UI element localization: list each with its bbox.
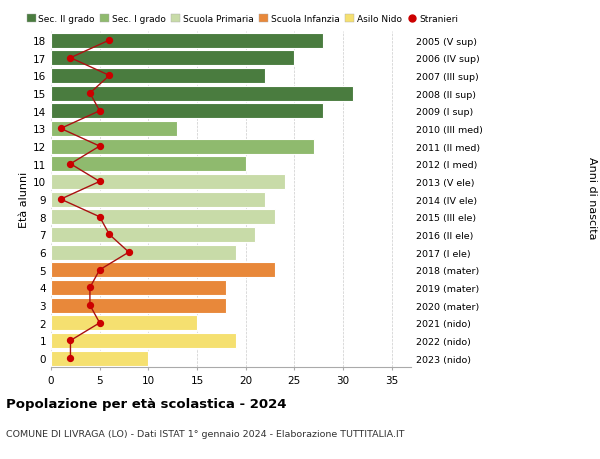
- Bar: [51, 157, 245, 172]
- Bar: [51, 139, 314, 154]
- Bar: [51, 245, 236, 260]
- Text: Popolazione per età scolastica - 2024: Popolazione per età scolastica - 2024: [6, 397, 287, 410]
- Bar: [51, 34, 323, 49]
- Point: [65, 355, 75, 362]
- Point: [95, 179, 104, 186]
- Point: [85, 284, 95, 291]
- Point: [104, 231, 114, 239]
- Point: [95, 319, 104, 327]
- Bar: [51, 263, 275, 278]
- Text: COMUNE DI LIVRAGA (LO) - Dati ISTAT 1° gennaio 2024 - Elaborazione TUTTITALIA.IT: COMUNE DI LIVRAGA (LO) - Dati ISTAT 1° g…: [6, 429, 404, 438]
- Point: [65, 337, 75, 344]
- Bar: [51, 69, 265, 84]
- Point: [104, 37, 114, 45]
- Bar: [51, 351, 148, 366]
- Bar: [51, 86, 353, 101]
- Bar: [51, 298, 226, 313]
- Point: [56, 196, 65, 203]
- Bar: [51, 228, 256, 242]
- Bar: [51, 192, 265, 207]
- Bar: [51, 210, 275, 225]
- Point: [104, 73, 114, 80]
- Point: [85, 302, 95, 309]
- Point: [124, 249, 134, 256]
- Bar: [51, 333, 236, 348]
- Point: [95, 108, 104, 115]
- Y-axis label: Età alunni: Età alunni: [19, 172, 29, 228]
- Point: [65, 161, 75, 168]
- Bar: [51, 174, 284, 190]
- Point: [85, 90, 95, 97]
- Point: [95, 213, 104, 221]
- Point: [56, 125, 65, 133]
- Point: [95, 143, 104, 151]
- Point: [95, 267, 104, 274]
- Text: Anni di nascita: Anni di nascita: [587, 156, 597, 239]
- Bar: [51, 104, 323, 119]
- Bar: [51, 122, 178, 137]
- Bar: [51, 280, 226, 295]
- Legend: Sec. II grado, Sec. I grado, Scuola Primaria, Scuola Infanzia, Asilo Nido, Stran: Sec. II grado, Sec. I grado, Scuola Prim…: [27, 15, 458, 24]
- Bar: [51, 51, 294, 66]
- Point: [65, 55, 75, 62]
- Bar: [51, 316, 197, 330]
